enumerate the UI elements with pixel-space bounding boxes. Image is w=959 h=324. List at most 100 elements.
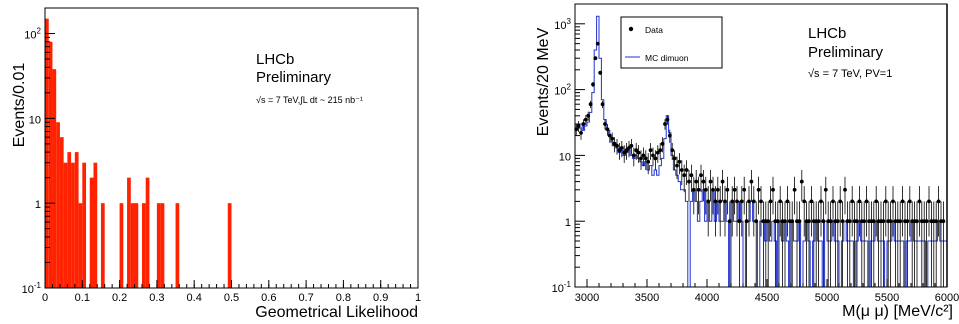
data-point-18 xyxy=(617,148,622,153)
data-point-102 xyxy=(819,199,823,204)
data-point-73 xyxy=(749,179,754,184)
data-point-142 xyxy=(915,219,919,224)
right-y-tick-label-4: 103 xyxy=(554,17,571,32)
data-point-110 xyxy=(838,199,843,204)
data-point-93 xyxy=(797,219,802,224)
right-x-axis-label: M(μ μ) [MeV/c²] xyxy=(842,303,953,320)
data-point-1 xyxy=(576,124,581,128)
data-point-129 xyxy=(883,199,888,204)
data-point-58 xyxy=(713,199,718,204)
legend-mc-label: MC dimuon xyxy=(645,53,689,63)
right-annotation-energy: √s = 7 TeV, PV=1 xyxy=(808,68,892,80)
data-point-143 xyxy=(917,199,922,204)
left-bar-8 xyxy=(74,152,79,288)
right-y-tick-label-3: 102 xyxy=(554,83,571,98)
legend-data-marker xyxy=(628,26,634,32)
data-point-52 xyxy=(699,173,703,178)
left-bar-3 xyxy=(56,122,60,289)
data-point-75 xyxy=(754,219,759,224)
data-point-32 xyxy=(651,153,655,158)
data-point-150 xyxy=(934,219,939,224)
left-x-tick-label-10: 1 xyxy=(415,292,421,304)
data-point-59 xyxy=(715,187,720,192)
data-point-67 xyxy=(735,199,739,204)
left-y-axis-label: Events/0.01 xyxy=(11,63,28,148)
data-point-48 xyxy=(689,173,694,178)
data-point-76 xyxy=(756,187,761,192)
data-point-91 xyxy=(792,187,797,192)
data-point-15 xyxy=(610,136,615,141)
data-point-49 xyxy=(691,187,696,192)
left-y-tick-label-0: 10-1 xyxy=(22,281,42,296)
data-point-14 xyxy=(607,133,612,138)
data-point-87 xyxy=(783,219,787,224)
data-point-95 xyxy=(802,199,807,204)
data-point-10 xyxy=(598,70,603,75)
data-point-3 xyxy=(581,122,586,126)
data-point-104 xyxy=(823,187,828,192)
data-point-13 xyxy=(605,127,610,132)
data-point-64 xyxy=(727,219,732,224)
left-bar-6 xyxy=(67,152,72,288)
right-annotation-preliminary: Preliminary xyxy=(808,44,884,61)
data-point-57 xyxy=(711,187,715,192)
data-point-151 xyxy=(936,199,941,204)
data-point-51 xyxy=(696,187,701,192)
left-x-tick-label-0: 0 xyxy=(42,292,48,304)
left-bar-13 xyxy=(100,203,105,288)
data-point-120 xyxy=(862,219,867,224)
right-x-tick-label-3: 4500 xyxy=(755,292,779,304)
data-point-80 xyxy=(766,219,771,224)
left-x-tick-label-8: 0.8 xyxy=(336,292,351,304)
left-bar-1 xyxy=(48,41,53,288)
right-annotation-lhcb: LHCb xyxy=(808,25,846,42)
data-point-121 xyxy=(864,199,869,204)
left-x-tick-label-9: 0.9 xyxy=(373,292,388,304)
data-point-62 xyxy=(723,199,727,204)
data-point-26 xyxy=(636,150,641,155)
data-point-35 xyxy=(658,148,663,153)
data-point-21 xyxy=(624,148,629,153)
data-point-31 xyxy=(648,148,653,153)
data-point-125 xyxy=(874,199,879,204)
left-histogram-bars xyxy=(45,18,232,289)
data-point-25 xyxy=(634,148,639,153)
data-point-20 xyxy=(622,150,627,155)
data-point-43 xyxy=(677,159,682,164)
data-point-72 xyxy=(747,199,751,204)
data-point-40 xyxy=(670,148,675,153)
left-bar-12 xyxy=(93,162,98,288)
data-point-7 xyxy=(591,82,595,87)
left-y-tick-label-2: 10 xyxy=(29,114,41,126)
left-annotation-energy: √s = 7 TeV,∫L dt ~ 215 nb⁻¹ xyxy=(256,95,363,105)
data-point-50 xyxy=(694,179,699,184)
right-x-tick-label-6: 6000 xyxy=(935,292,959,304)
right-x-tick-label-4: 5000 xyxy=(815,292,839,304)
left-bar-20 xyxy=(156,203,161,288)
left-y-tick-label-1: 1 xyxy=(35,199,41,211)
data-point-138 xyxy=(905,219,910,224)
data-point-128 xyxy=(881,219,886,224)
data-point-88 xyxy=(785,199,790,204)
data-point-112 xyxy=(843,187,847,192)
left-bar-21 xyxy=(160,203,165,288)
left-plot-panel: 10-1 1 10 102 0 0.1 0.2 0.3 0.4 0.5 0.6 0.7 0.8 0.9 1… xyxy=(11,7,421,321)
right-y-axis-ticks: 10-1 1 10 102 103 xyxy=(552,3,585,295)
data-point-66 xyxy=(732,187,737,192)
left-x-tick-label-3: 0.3 xyxy=(149,292,164,304)
data-point-28 xyxy=(641,153,646,158)
data-point-118 xyxy=(857,199,862,204)
right-x-axis-ticks: 3000 3500 4000 4500 5000 5500 6000 xyxy=(574,279,959,304)
left-x-tick-label-1: 0.1 xyxy=(75,292,90,304)
data-point-114 xyxy=(847,219,852,224)
left-bar-14 xyxy=(119,203,124,288)
data-point-45 xyxy=(682,173,687,178)
data-point-84 xyxy=(775,219,780,224)
left-x-tick-label-7: 0.7 xyxy=(298,292,313,304)
data-point-61 xyxy=(720,179,725,184)
data-point-153 xyxy=(941,219,946,224)
data-point-97 xyxy=(807,219,811,224)
data-point-132 xyxy=(891,199,895,204)
data-point-111 xyxy=(840,219,845,224)
